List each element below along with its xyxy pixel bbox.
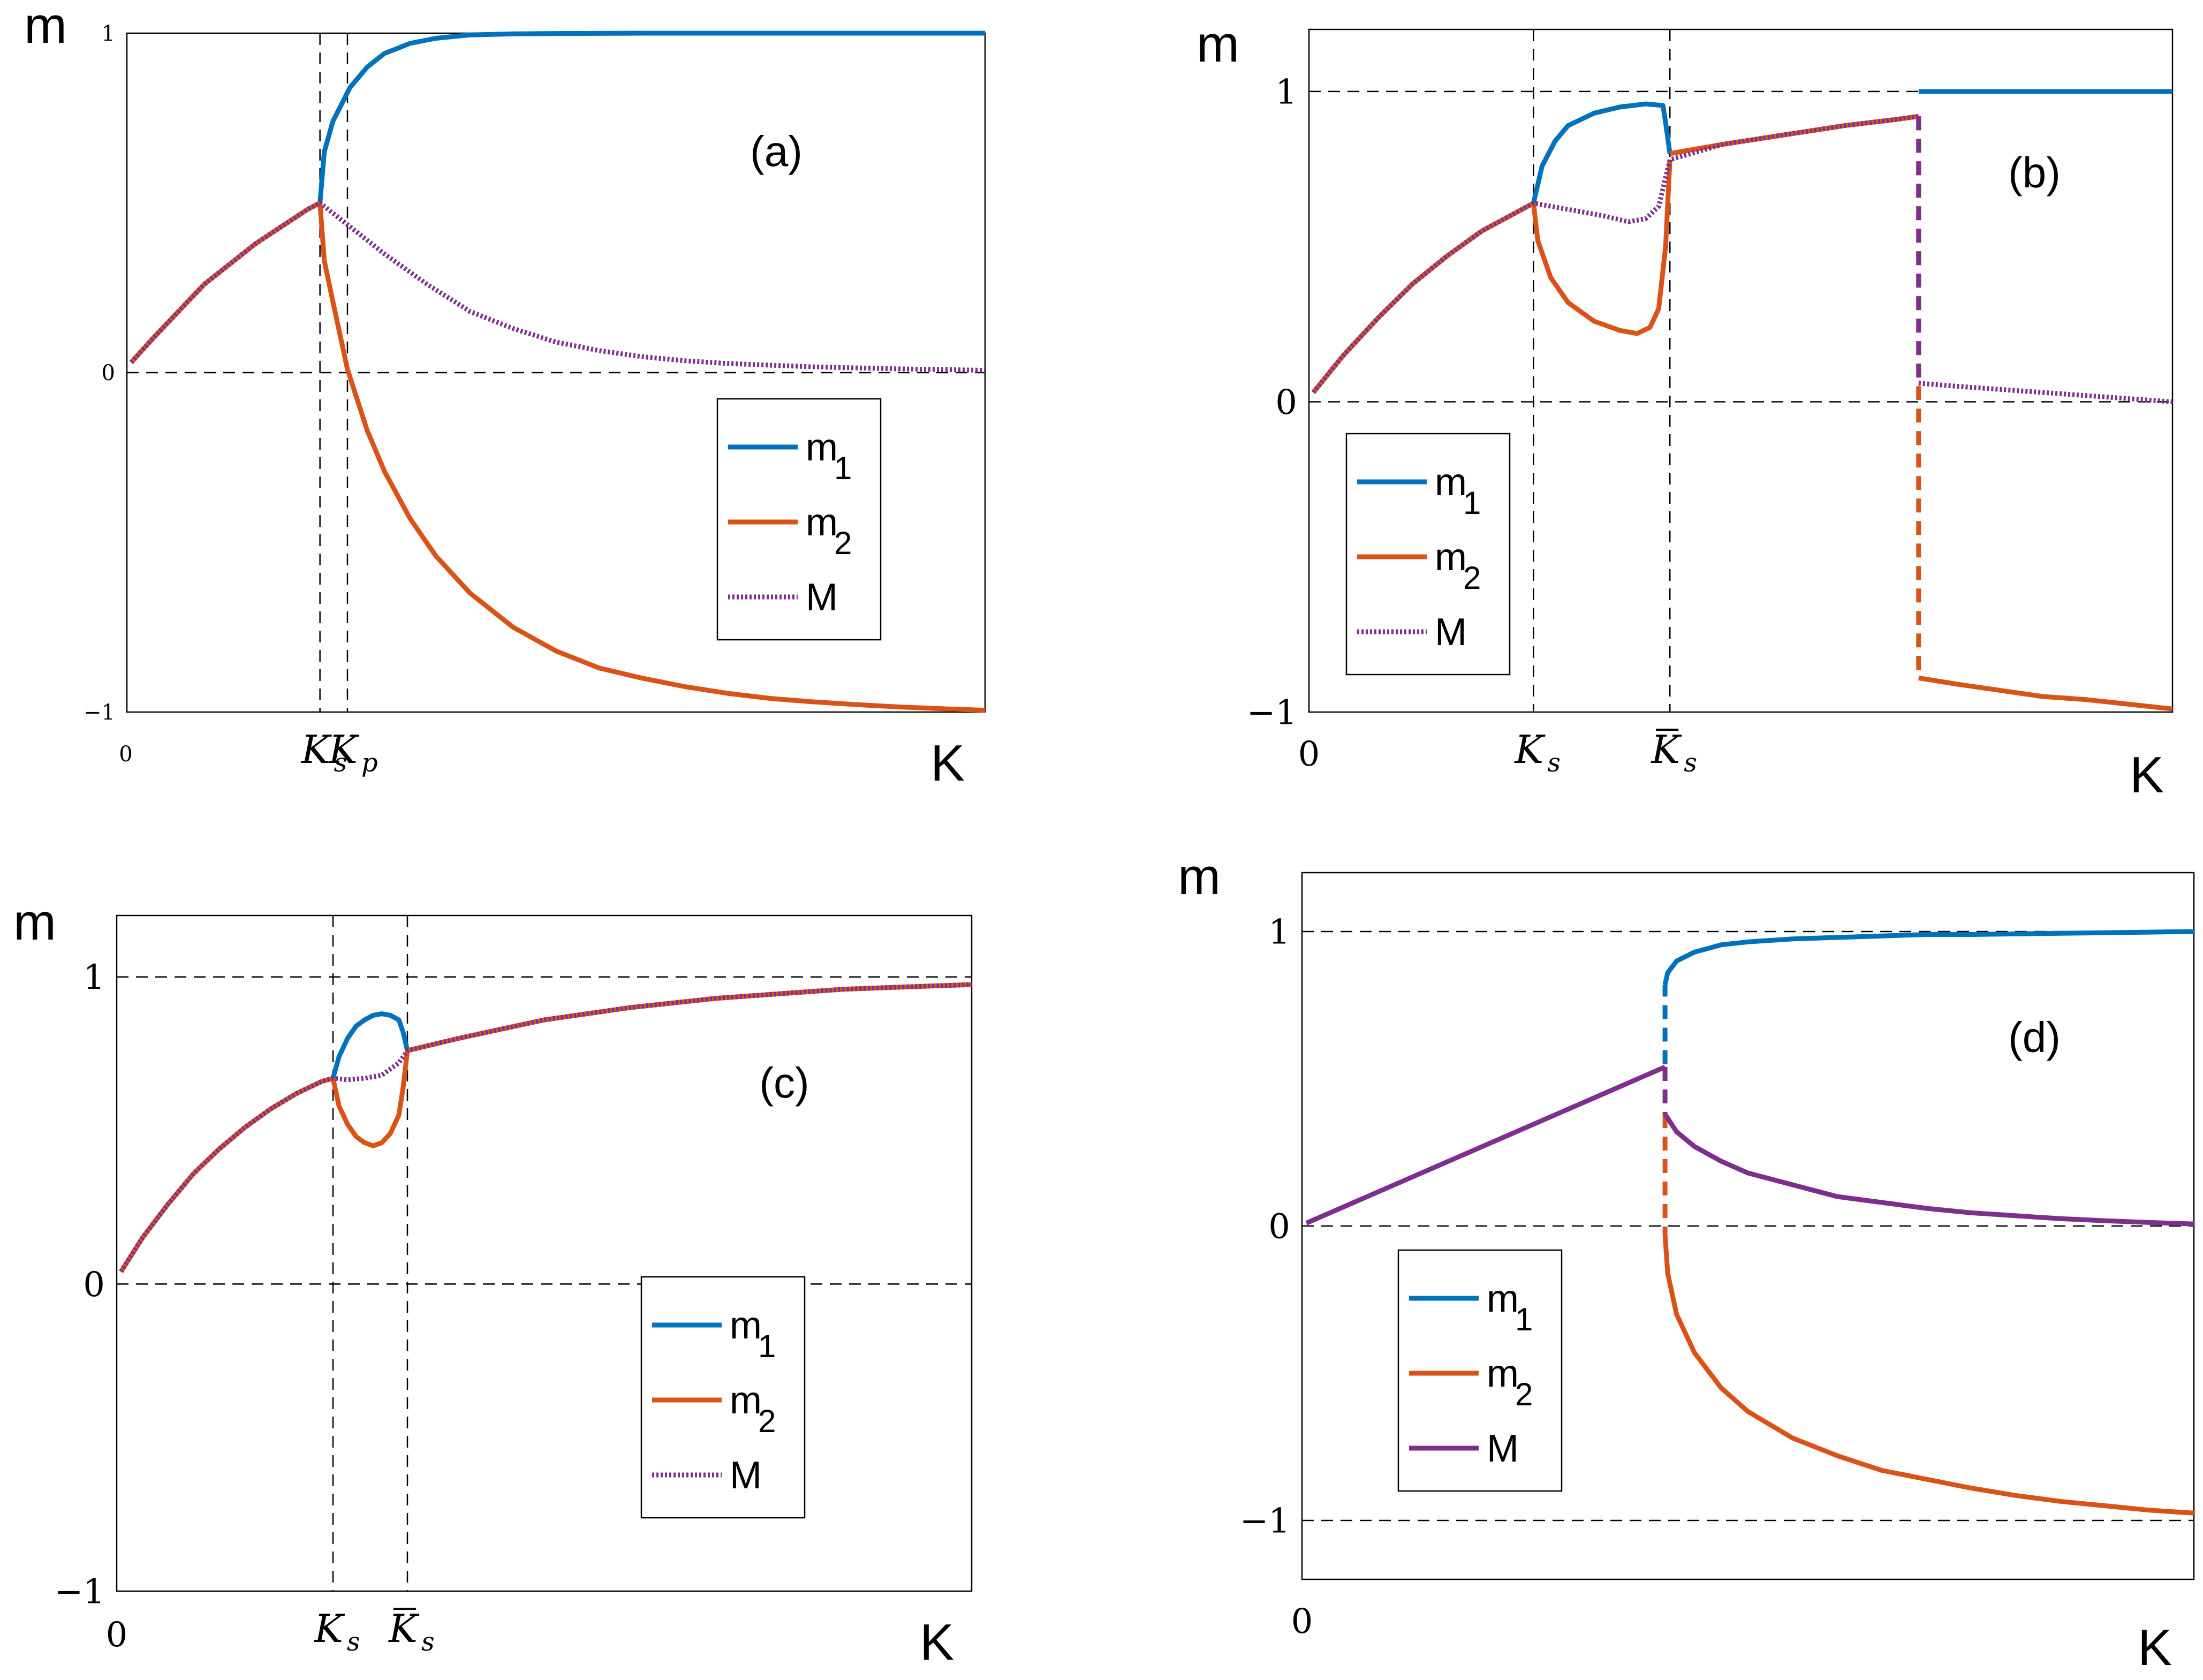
legend-label-sub: 1 bbox=[1515, 1301, 1533, 1337]
legend-label-sub: 2 bbox=[1463, 560, 1481, 596]
y-axis-label: m bbox=[13, 894, 56, 951]
legend-label-M: M bbox=[1435, 611, 1467, 654]
marker-label-base: K bbox=[313, 1606, 345, 1651]
y-tick-label: −1 bbox=[1247, 693, 1297, 732]
y-tick-label: −1 bbox=[55, 1572, 105, 1611]
y-tick-label: −1 bbox=[1240, 1501, 1290, 1541]
legend-box bbox=[1345, 433, 1511, 676]
marker-label-sub: s bbox=[421, 1627, 435, 1657]
series-M-line bbox=[1311, 113, 1919, 394]
x-origin-label: 0 bbox=[1291, 1602, 1313, 1641]
legend-label-sub: 2 bbox=[834, 525, 852, 561]
y-tick-label: 0 bbox=[1275, 383, 1297, 422]
legend-label-sub: 2 bbox=[1515, 1376, 1533, 1412]
legend-label-sub: 1 bbox=[758, 1328, 776, 1364]
panel-tag: (b) bbox=[2008, 149, 2061, 196]
marker-label-sub: s bbox=[1547, 748, 1561, 778]
series-M-line bbox=[1663, 1113, 2194, 1227]
marker-label-sub: s bbox=[334, 748, 347, 778]
y-tick-label: 1 bbox=[83, 958, 105, 997]
panel-tag: (c) bbox=[759, 1059, 809, 1107]
series-M-line bbox=[1918, 381, 2173, 404]
marker-label-sub: p bbox=[361, 748, 378, 778]
series-M-line bbox=[119, 982, 972, 1273]
y-tick-label: 0 bbox=[102, 361, 115, 385]
series-m1-line bbox=[1531, 101, 1672, 204]
legend-label-m1: m bbox=[1487, 1277, 1519, 1320]
legend-box bbox=[640, 1276, 806, 1519]
panel-tag: (a) bbox=[750, 127, 803, 175]
x-origin-label: 0 bbox=[1298, 735, 1320, 774]
legend-label-m2: m bbox=[806, 501, 838, 544]
y-tick-label: 1 bbox=[102, 21, 115, 46]
y-tick-label: 0 bbox=[83, 1265, 105, 1305]
series-m2-line bbox=[330, 1050, 410, 1148]
y-tick-label: 0 bbox=[1268, 1207, 1290, 1246]
series-m2-line bbox=[1918, 675, 2173, 712]
y-axis-label: m bbox=[24, 0, 67, 54]
x-axis-label: K bbox=[920, 1614, 954, 1671]
legend-label-m1: m bbox=[806, 426, 838, 469]
y-tick-label: 1 bbox=[1268, 912, 1290, 952]
marker-label-sub: s bbox=[1684, 748, 1697, 778]
panel-tag: (d) bbox=[2008, 1013, 2061, 1061]
series-m1-line bbox=[330, 1011, 410, 1079]
legend-label-m2: m bbox=[1487, 1352, 1519, 1395]
marker-label-sub: s bbox=[347, 1627, 360, 1657]
legend-box bbox=[1397, 1249, 1563, 1492]
x-axis-label: K bbox=[2130, 746, 2164, 804]
y-axis-label: m bbox=[1197, 16, 1239, 73]
plot-frame bbox=[116, 914, 973, 1592]
legend-label-M: M bbox=[806, 576, 838, 619]
x-origin-label: 0 bbox=[106, 1615, 128, 1655]
x-origin-label: 0 bbox=[119, 742, 132, 767]
legend-label-M: M bbox=[1487, 1427, 1519, 1470]
x-axis-label: K bbox=[2138, 1619, 2172, 1676]
legend-box bbox=[716, 398, 882, 641]
series-M-line bbox=[129, 200, 986, 373]
legend-label-m2: m bbox=[730, 1379, 762, 1422]
marker-label-base: K bbox=[388, 1606, 420, 1651]
legend-label-m2: m bbox=[1435, 536, 1467, 579]
marker-label-base: K bbox=[1650, 727, 1682, 772]
series-m1-line bbox=[1662, 929, 2194, 985]
x-axis-label: K bbox=[930, 735, 965, 792]
series-m1-line bbox=[317, 31, 985, 203]
marker-label-base: K bbox=[300, 727, 332, 772]
y-axis-label: m bbox=[1178, 848, 1221, 905]
series-M-line bbox=[1305, 1064, 1666, 1225]
series-m2-line bbox=[1662, 1235, 2194, 1516]
legend-label-sub: 1 bbox=[834, 450, 852, 486]
series-m2-line bbox=[317, 202, 986, 713]
marker-label-base: K bbox=[328, 727, 360, 772]
y-tick-label: 1 bbox=[1275, 72, 1297, 112]
legend-label-sub: 1 bbox=[1463, 485, 1481, 521]
legend-label-m1: m bbox=[730, 1304, 762, 1347]
series-m2-line bbox=[1531, 160, 1672, 336]
legend-label-sub: 2 bbox=[758, 1403, 776, 1439]
legend-label-M: M bbox=[730, 1454, 762, 1497]
legend-label-m1: m bbox=[1435, 461, 1467, 504]
y-tick-label: −1 bbox=[84, 700, 115, 725]
marker-label-base: K bbox=[1513, 727, 1546, 772]
plot-frame bbox=[1308, 28, 2174, 713]
